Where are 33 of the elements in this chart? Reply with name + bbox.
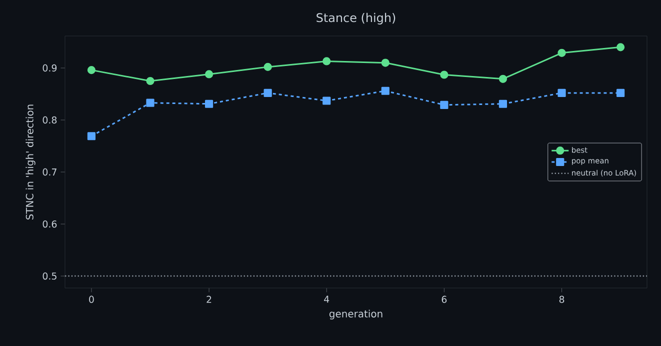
x-tick-label: 4 [324,296,330,303]
point [264,88,272,97]
point [440,100,448,109]
point [204,100,214,108]
point [322,57,331,66]
y-tick-label: 0.8 [42,116,57,124]
point [87,66,96,74]
y-axis-title: STNC in 'high' direction [26,104,36,220]
point [204,70,214,78]
point [146,76,154,86]
x-tick-label: 0 [89,296,94,303]
point [264,62,272,71]
point [558,88,566,97]
point [381,58,390,67]
point [498,74,508,83]
x-tick-label: 6 [442,296,447,303]
point [87,132,96,140]
point [498,100,508,108]
y-tick-label: 0.9 [42,64,57,72]
point [440,70,448,79]
x-axis-title: generation [329,310,382,320]
x-tick-label: 2 [206,296,212,303]
point [616,43,625,52]
chart-title: Stance (high) [316,12,396,24]
x-tick-label: 8 [559,296,564,303]
y-tick-label: 0.6 [42,220,57,228]
point [146,98,154,107]
point [381,86,390,95]
point [322,96,331,105]
y-tick-label: 0.7 [42,168,56,176]
point [558,48,566,57]
point [616,88,625,97]
y-tick-label: 0.5 [42,272,56,280]
